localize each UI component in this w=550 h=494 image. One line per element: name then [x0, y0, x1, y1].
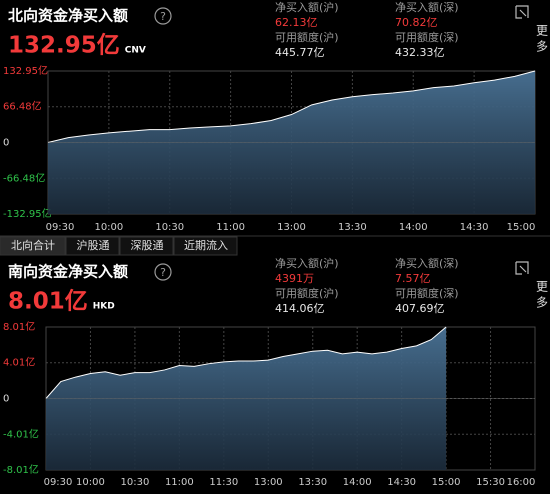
currency-unit: CNV: [125, 46, 146, 56]
y-tick-label: 66.48亿: [3, 100, 42, 113]
x-tick-label: 14:30: [460, 222, 489, 233]
panel-title: 北向资金净买入额: [8, 7, 128, 25]
x-tick-label: 10:00: [76, 477, 105, 488]
y-tick-label: 132.95亿: [3, 64, 48, 77]
stat-value: 4391万: [275, 272, 314, 285]
stat-value: 407.69亿: [395, 302, 445, 315]
stat-label: 净买入额(深): [395, 0, 459, 14]
x-tick-label: 13:00: [277, 222, 306, 233]
stat-label: 可用额度(沪): [275, 286, 339, 300]
y-tick-label: -132.95亿: [3, 207, 52, 220]
y-tick-label: -8.01亿: [3, 463, 39, 476]
x-tick-label: 15:30: [476, 477, 505, 488]
y-tick-label: -66.48亿: [3, 171, 45, 184]
help-icon[interactable]: [154, 263, 172, 281]
x-tick-label: 10:00: [94, 222, 123, 233]
x-tick-label: 16:00: [507, 477, 536, 488]
x-tick-label: 13:00: [254, 477, 283, 488]
x-tick-label: 10:30: [120, 477, 149, 488]
tab-label[interactable]: 深股通: [131, 239, 164, 252]
area-line: [45, 326, 447, 399]
area-line: [47, 70, 536, 143]
y-tick-label: 0: [3, 138, 9, 149]
more-button[interactable]: 更多: [535, 24, 549, 56]
tab[interactable]: [119, 236, 174, 256]
stat-value: 62.13亿: [275, 16, 318, 29]
expand-icon[interactable]: [515, 261, 529, 275]
tab-label[interactable]: 北向合计: [11, 238, 55, 252]
y-tick-label: 8.01亿: [3, 320, 35, 333]
tab[interactable]: [173, 236, 238, 256]
stat-label: 净买入额(沪): [275, 256, 339, 270]
expand-icon[interactable]: [515, 5, 529, 19]
stat-label: 可用额度(深): [395, 30, 459, 44]
x-tick-label: 15:00: [507, 222, 536, 233]
tab-label[interactable]: 沪股通: [77, 238, 110, 252]
stat-value: 445.77亿: [275, 46, 325, 59]
stat-value: 7.57亿: [395, 272, 431, 285]
help-glyph[interactable]: ?: [160, 266, 166, 279]
stat-value: 432.33亿: [395, 46, 445, 59]
stat-label: 净买入额(沪): [275, 0, 339, 14]
stat-label: 净买入额(深): [395, 256, 459, 270]
net-total: 8.01亿: [8, 289, 88, 315]
x-tick-label: 15:00: [432, 477, 461, 488]
y-tick-label: -4.01亿: [3, 427, 39, 440]
x-tick-label: 13:30: [338, 222, 367, 233]
tab-selected[interactable]: [0, 236, 66, 256]
x-tick-label: 11:00: [216, 222, 245, 233]
x-tick-label: 09:30: [44, 477, 73, 488]
panel-title: 南向资金净买入额: [8, 263, 128, 281]
x-tick-label: 09:30: [46, 222, 75, 233]
y-tick-label: 4.01亿: [3, 356, 35, 369]
more-button[interactable]: 更多: [535, 280, 549, 312]
stat-label: 可用额度(深): [395, 286, 459, 300]
y-tick-label: 0: [3, 394, 9, 405]
stat-value: 70.82亿: [395, 16, 438, 29]
stat-label: 可用额度(沪): [275, 30, 339, 44]
x-tick-label: 14:00: [399, 222, 428, 233]
x-tick-label: 11:30: [209, 477, 238, 488]
x-tick-label: 11:00: [165, 477, 194, 488]
currency-unit: HKD: [93, 302, 115, 312]
x-tick-label: 13:30: [298, 477, 327, 488]
stat-value: 414.06亿: [275, 302, 325, 315]
net-total: 132.95亿: [8, 33, 120, 59]
tab[interactable]: [65, 236, 120, 256]
tab-label[interactable]: 近期流入: [184, 238, 228, 252]
x-tick-label: 14:30: [387, 477, 416, 488]
x-tick-label: 10:30: [155, 222, 184, 233]
help-glyph[interactable]: ?: [160, 10, 166, 23]
x-tick-label: 14:00: [343, 477, 372, 488]
help-icon[interactable]: [154, 7, 172, 25]
